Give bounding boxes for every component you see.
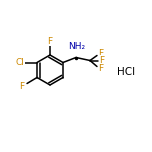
Text: Cl: Cl — [16, 58, 24, 67]
Text: F: F — [98, 49, 104, 58]
Text: NH₂: NH₂ — [68, 42, 86, 51]
Text: F: F — [99, 56, 105, 65]
Text: F: F — [19, 82, 25, 91]
Text: F: F — [98, 64, 104, 73]
Text: F: F — [47, 36, 53, 45]
Text: HCl: HCl — [117, 67, 135, 77]
